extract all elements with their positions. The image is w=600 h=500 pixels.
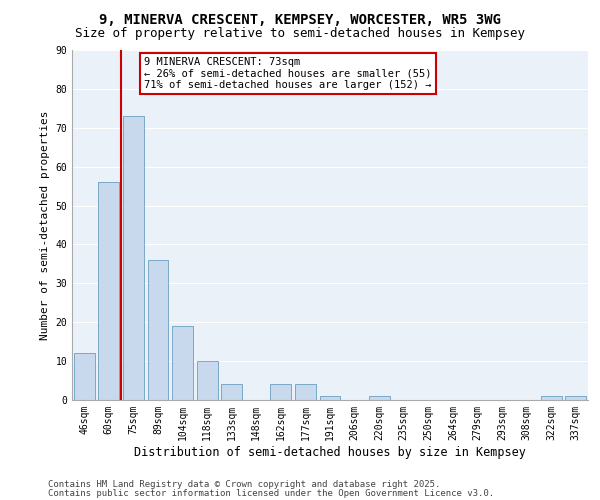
Bar	[295, 384, 316, 400]
Bar	[221, 384, 242, 400]
Bar	[565, 396, 586, 400]
Text: 9 MINERVA CRESCENT: 73sqm
← 26% of semi-detached houses are smaller (55)
71% of : 9 MINERVA CRESCENT: 73sqm ← 26% of semi-…	[144, 57, 432, 90]
Bar	[98, 182, 119, 400]
Y-axis label: Number of semi-detached properties: Number of semi-detached properties	[40, 110, 50, 340]
Text: Contains HM Land Registry data © Crown copyright and database right 2025.: Contains HM Land Registry data © Crown c…	[48, 480, 440, 489]
Bar	[123, 116, 144, 400]
Text: 9, MINERVA CRESCENT, KEMPSEY, WORCESTER, WR5 3WG: 9, MINERVA CRESCENT, KEMPSEY, WORCESTER,…	[99, 12, 501, 26]
Bar	[148, 260, 169, 400]
Bar	[320, 396, 340, 400]
Text: Size of property relative to semi-detached houses in Kempsey: Size of property relative to semi-detach…	[75, 28, 525, 40]
X-axis label: Distribution of semi-detached houses by size in Kempsey: Distribution of semi-detached houses by …	[134, 446, 526, 458]
Bar	[368, 396, 389, 400]
Bar	[271, 384, 292, 400]
Text: Contains public sector information licensed under the Open Government Licence v3: Contains public sector information licen…	[48, 488, 494, 498]
Bar	[197, 361, 218, 400]
Bar	[74, 354, 95, 400]
Bar	[541, 396, 562, 400]
Bar	[172, 326, 193, 400]
